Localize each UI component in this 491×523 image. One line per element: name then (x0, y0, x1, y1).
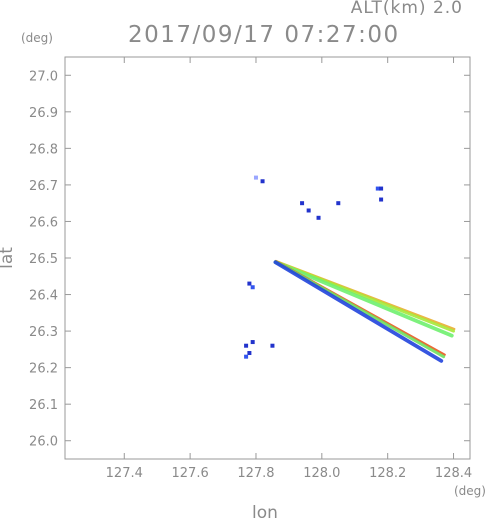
y-tick-label: 26.3 (29, 325, 58, 340)
y-tick-label: 26.9 (29, 106, 58, 121)
y-tick-label: 26.6 (29, 215, 58, 230)
x-tick-label: 128.2 (369, 466, 406, 481)
data-point (375, 186, 380, 191)
data-point (250, 285, 255, 290)
data-point (244, 343, 249, 348)
data-point (253, 175, 258, 180)
data-point (336, 201, 341, 206)
plot-frame (64, 56, 471, 460)
altitude-label: ALT(km) 2.0 (350, 0, 463, 18)
data-point (300, 201, 305, 206)
x-tick-label: 128.4 (435, 466, 472, 481)
radar-beams (273, 259, 456, 363)
y-tick-label: 27.0 (29, 69, 58, 84)
beam-line (273, 260, 454, 338)
x-tick-label: 128.0 (303, 466, 340, 481)
data-point (247, 351, 252, 356)
y-tick-label: 26.4 (29, 289, 58, 304)
x-tick-label: 127.4 (106, 466, 143, 481)
y-axis-unit: (deg) (21, 31, 53, 45)
plot-border (64, 56, 471, 460)
y-tick-label: 26.1 (29, 398, 58, 413)
y-tick-label: 26.5 (29, 252, 58, 267)
x-axis-label: lon (252, 503, 278, 523)
data-point (247, 281, 252, 286)
x-axis-unit: (deg) (454, 484, 486, 498)
y-tick-label: 26.8 (29, 142, 58, 157)
data-point (306, 208, 311, 213)
data-points (244, 175, 384, 359)
data-point (379, 197, 384, 202)
chart-title: 2017/09/17 07:27:00 (128, 22, 400, 48)
data-point (250, 340, 255, 345)
data-point (260, 179, 265, 184)
data-point (270, 343, 275, 348)
y-tick-label: 26.0 (29, 435, 58, 450)
data-point (244, 354, 249, 359)
x-tick-label: 127.8 (237, 466, 274, 481)
y-tick-label: 26.7 (29, 179, 58, 194)
x-tick-label: 127.6 (172, 466, 209, 481)
beam-line (273, 260, 444, 363)
axis-ticks: 127.4 127.6 127.8 128.0 128.2 128.4 26.0 26.1 26… (29, 57, 472, 481)
data-point (316, 215, 321, 220)
data-point (379, 186, 384, 191)
y-tick-label: 26.2 (29, 362, 58, 377)
